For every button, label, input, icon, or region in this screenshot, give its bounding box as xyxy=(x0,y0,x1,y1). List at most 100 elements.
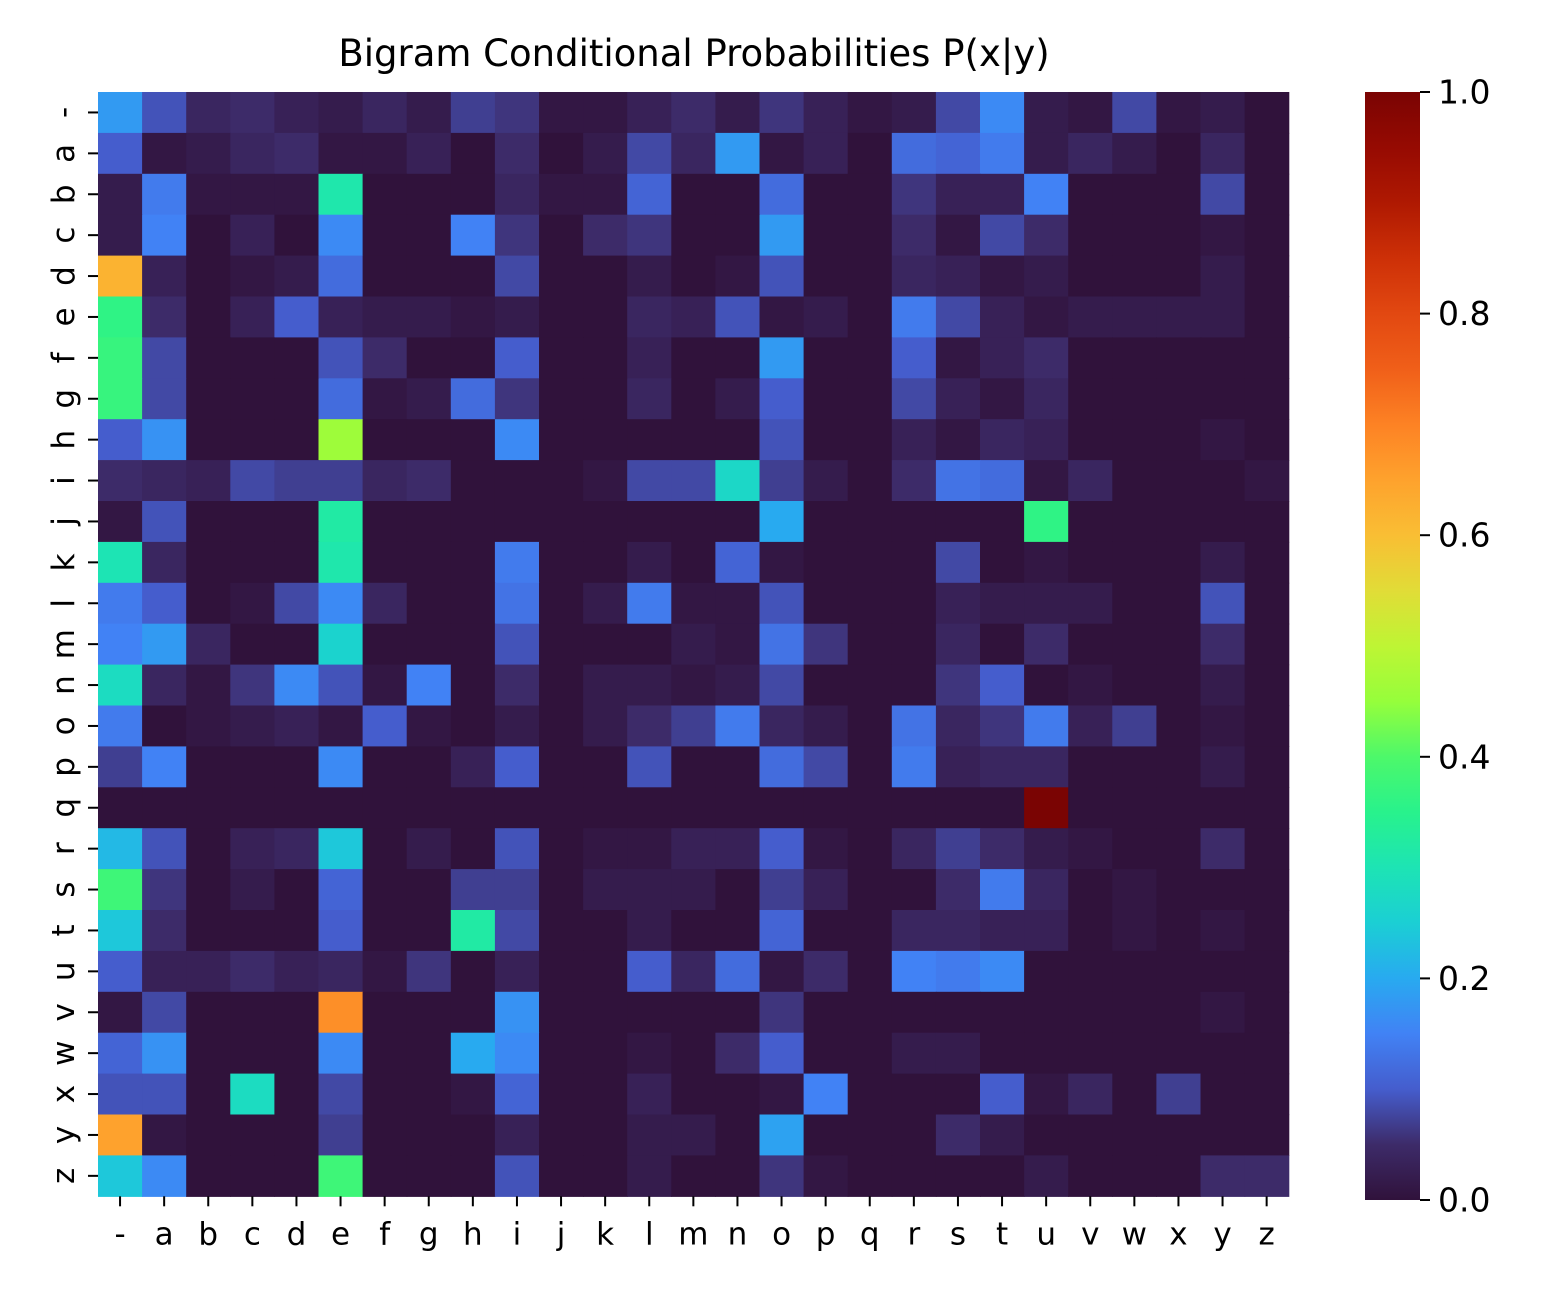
heatmap-cell-12-4 xyxy=(274,582,320,625)
heatmap-cell-14-20 xyxy=(980,664,1025,707)
heatmap-cell-3-17 xyxy=(847,214,893,257)
heatmap-cell-24-15 xyxy=(759,1073,805,1116)
heatmap-cell-15-17 xyxy=(847,705,893,747)
heatmap-cell-5-1 xyxy=(142,296,187,338)
heatmap-cell-17-25 xyxy=(1200,787,1246,829)
heatmap-cell-25-5 xyxy=(318,1114,364,1156)
heatmap-cell-26-9 xyxy=(494,1155,540,1197)
heatmap-cell-23-0 xyxy=(98,1032,143,1075)
heatmap-cell-12-18 xyxy=(891,582,937,625)
heatmap-cell-7-9 xyxy=(494,378,540,420)
heatmap-cell-2-24 xyxy=(1156,173,1202,216)
heatmap-cell-20-10 xyxy=(539,910,584,952)
heatmap-cell-24-22 xyxy=(1068,1073,1113,1116)
heatmap-cell-2-0 xyxy=(98,173,143,216)
y-tick-label: q xyxy=(46,798,82,818)
heatmap-cell-5-19 xyxy=(935,296,981,338)
heatmap-cell-7-6 xyxy=(362,378,408,420)
heatmap-cell-26-3 xyxy=(230,1155,275,1197)
heatmap-cell-0-22 xyxy=(1068,92,1113,134)
heatmap-cell-25-17 xyxy=(847,1114,893,1156)
heatmap-cell-8-2 xyxy=(186,419,231,461)
heatmap-cell-16-11 xyxy=(583,746,628,788)
heatmap-cell-23-24 xyxy=(1156,1032,1202,1075)
heatmap-cell-14-21 xyxy=(1024,664,1069,707)
heatmap-cell-25-12 xyxy=(627,1114,672,1156)
heatmap-cell-18-14 xyxy=(715,828,761,870)
heatmap-cell-0-13 xyxy=(671,92,716,134)
heatmap-cell-22-16 xyxy=(803,991,849,1034)
heatmap-cell-15-8 xyxy=(450,705,496,747)
y-tick-label: i xyxy=(46,476,82,485)
heatmap-cell-14-6 xyxy=(362,664,408,707)
heatmap-cell-21-22 xyxy=(1068,950,1113,993)
heatmap-cell-12-22 xyxy=(1068,582,1113,625)
heatmap-cell-10-9 xyxy=(494,501,540,543)
heatmap-cell-22-22 xyxy=(1068,991,1113,1034)
heatmap-cell-21-4 xyxy=(274,950,320,993)
heatmap-cell-24-6 xyxy=(362,1073,408,1116)
heatmap-cell-15-12 xyxy=(627,705,672,747)
heatmap-cell-21-1 xyxy=(142,950,187,993)
heatmap-cell-20-8 xyxy=(450,910,496,952)
heatmap-cell-10-19 xyxy=(935,501,981,543)
heatmap-cell-16-17 xyxy=(847,746,893,788)
heatmap-cell-18-12 xyxy=(627,828,672,870)
heatmap-cell-14-7 xyxy=(406,664,452,707)
heatmap-cell-15-10 xyxy=(539,705,584,747)
heatmap-cell-15-18 xyxy=(891,705,937,747)
heatmap-cell-4-8 xyxy=(450,255,496,298)
heatmap-cell-1-11 xyxy=(583,132,628,175)
heatmap-cell-26-4 xyxy=(274,1155,320,1197)
x-tick-label: - xyxy=(114,1216,125,1252)
heatmap-cell-12-15 xyxy=(759,582,805,625)
heatmap-cell-12-23 xyxy=(1112,582,1157,625)
heatmap-cell-5-0 xyxy=(98,296,143,338)
heatmap-cell-23-1 xyxy=(142,1032,187,1075)
heatmap-cell-4-18 xyxy=(891,255,937,298)
heatmap-cell-2-16 xyxy=(803,173,849,216)
heatmap-cell-16-19 xyxy=(935,746,981,788)
heatmap-cell-17-20 xyxy=(980,787,1025,829)
heatmap-cell-14-18 xyxy=(891,664,937,707)
heatmap-cell-9-15 xyxy=(759,460,805,502)
heatmap-cell-26-20 xyxy=(980,1155,1025,1197)
heatmap-cell-19-15 xyxy=(759,869,805,911)
heatmap-cell-24-23 xyxy=(1112,1073,1157,1116)
heatmap-cell-9-20 xyxy=(980,460,1025,502)
heatmap-cell-20-22 xyxy=(1068,910,1113,952)
heatmap-cell-1-12 xyxy=(627,132,672,175)
colorbar-tick-label: 0.0 xyxy=(1438,1181,1490,1220)
heatmap-cell-16-1 xyxy=(142,746,187,788)
heatmap-cell-20-23 xyxy=(1112,910,1157,952)
heatmap-cell-20-19 xyxy=(935,910,981,952)
heatmap-cell-15-5 xyxy=(318,705,364,747)
heatmap-cell-2-9 xyxy=(494,173,540,216)
y-tick-label: f xyxy=(46,351,82,363)
heatmap-cell-22-20 xyxy=(980,991,1025,1034)
heatmap-cell-6-10 xyxy=(539,337,584,379)
heatmap-cell-21-15 xyxy=(759,950,805,993)
heatmap-cell-1-25 xyxy=(1200,132,1246,175)
heatmap-cell-26-11 xyxy=(583,1155,628,1197)
heatmap-cell-9-13 xyxy=(671,460,716,502)
heatmap-cell-3-21 xyxy=(1024,214,1069,257)
heatmap-cell-0-12 xyxy=(627,92,672,134)
heatmap-cell-17-22 xyxy=(1068,787,1113,829)
heatmap-cell-19-18 xyxy=(891,869,937,911)
heatmap-cell-10-20 xyxy=(980,501,1025,543)
heatmap-cell-22-1 xyxy=(142,991,187,1034)
heatmap-cell-12-2 xyxy=(186,582,231,625)
heatmap-cell-13-11 xyxy=(583,623,628,666)
heatmap-cell-9-5 xyxy=(318,460,364,502)
heatmap-cell-11-12 xyxy=(627,541,672,584)
heatmap-cell-10-5 xyxy=(318,501,364,543)
heatmap-cell-17-26 xyxy=(1244,787,1290,829)
heatmap-cell-3-2 xyxy=(186,214,231,257)
heatmap-cell-10-17 xyxy=(847,501,893,543)
heatmap-cell-25-8 xyxy=(450,1114,496,1156)
heatmap-cell-8-22 xyxy=(1068,419,1113,461)
heatmap-cell-22-18 xyxy=(891,991,937,1034)
heatmap-cell-19-25 xyxy=(1200,869,1246,911)
heatmap-cell-0-23 xyxy=(1112,92,1157,134)
